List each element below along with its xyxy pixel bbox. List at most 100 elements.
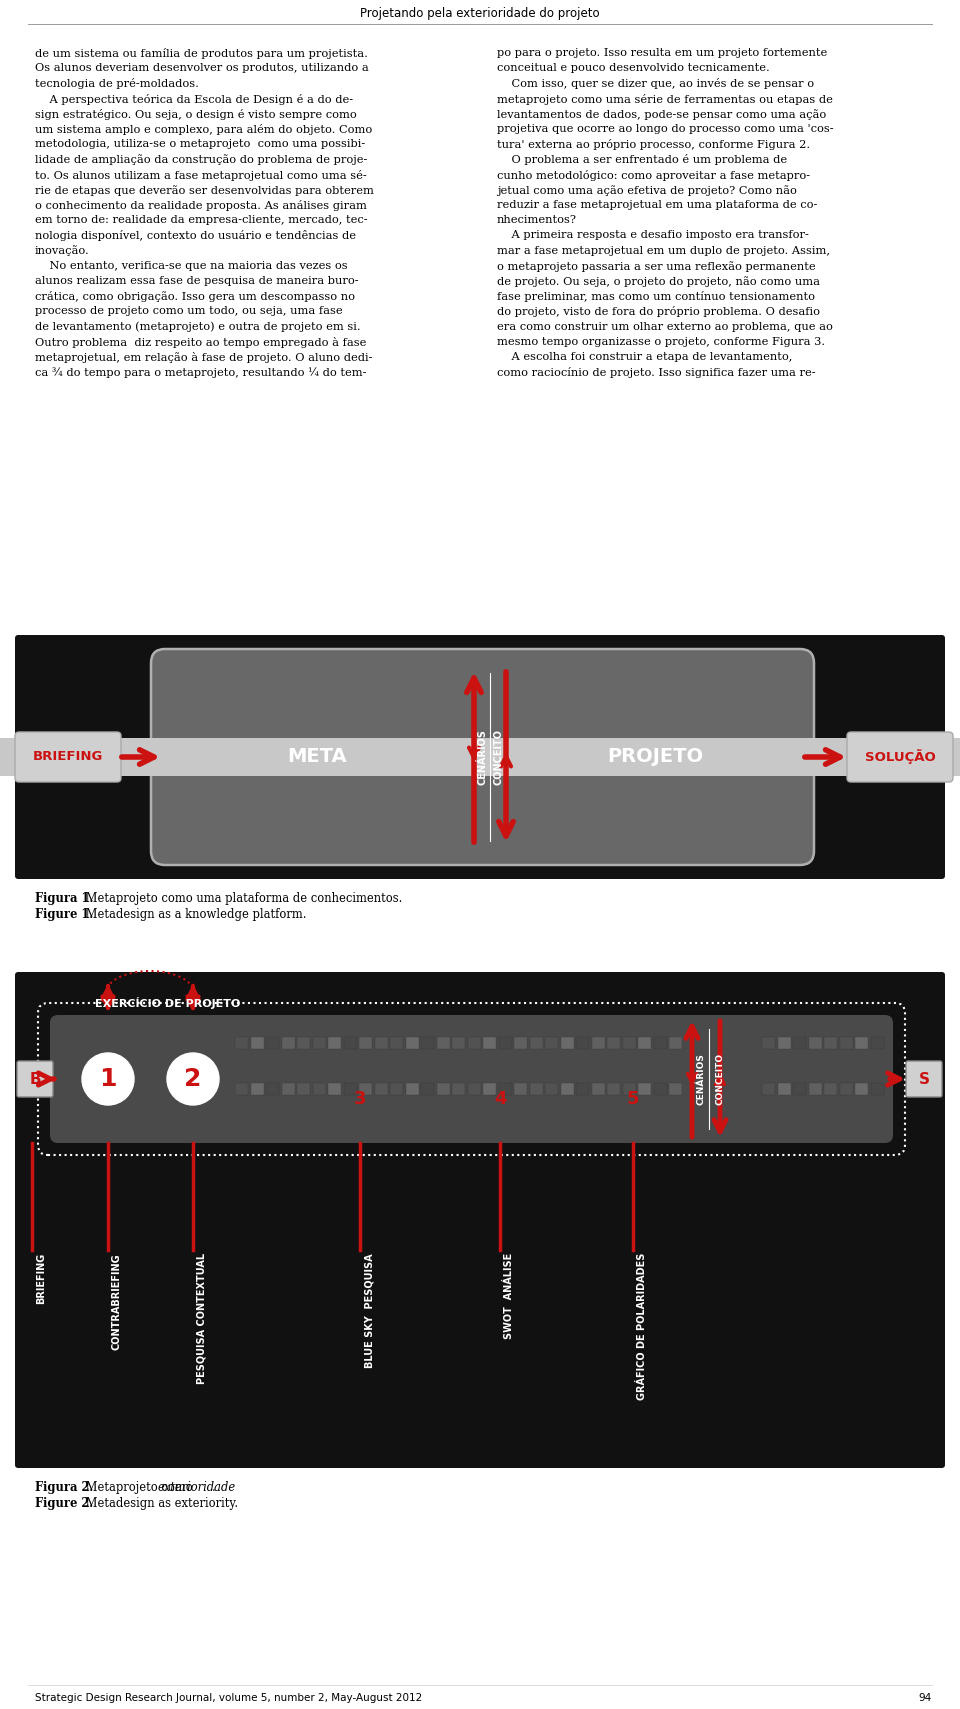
Bar	[654, 1037, 666, 1049]
Bar	[468, 1084, 481, 1095]
Bar	[778, 1037, 790, 1049]
Text: GRÁFICO DE POLARIDADES: GRÁFICO DE POLARIDADES	[637, 1253, 647, 1400]
Bar	[313, 1084, 325, 1095]
Bar	[374, 1037, 388, 1049]
Text: de um sistema ou família de produtos para um projetista.: de um sistema ou família de produtos par…	[35, 48, 368, 60]
Text: exterioridade: exterioridade	[158, 1482, 236, 1494]
Text: metodologia, utiliza-se o metaprojeto  como uma possibi-: metodologia, utiliza-se o metaprojeto co…	[35, 138, 365, 149]
Bar	[281, 1084, 295, 1095]
Text: Os alunos deveriam desenvolver os produtos, utilizando a: Os alunos deveriam desenvolver os produt…	[35, 63, 369, 73]
Text: processo de projeto como um todo, ou seja, uma fase: processo de projeto como um todo, ou sej…	[35, 306, 343, 316]
Bar	[530, 1037, 542, 1049]
Bar	[468, 1037, 481, 1049]
Bar	[824, 1084, 837, 1095]
Bar	[591, 1084, 605, 1095]
Text: levantamentos de dados, pode-se pensar como uma ação: levantamentos de dados, pode-se pensar c…	[497, 109, 827, 120]
Text: A perspectiva teórica da Escola de Design é a do de-: A perspectiva teórica da Escola de Desig…	[35, 94, 353, 104]
Text: fase preliminar, mas como um contínuo tensionamento: fase preliminar, mas como um contínuo te…	[497, 291, 815, 302]
Bar	[390, 1037, 403, 1049]
Bar	[638, 1084, 651, 1095]
Bar	[437, 1084, 449, 1095]
Bar	[591, 1037, 605, 1049]
Bar	[498, 1084, 512, 1095]
Text: como raciocínio de projeto. Isso significa fazer uma re-: como raciocínio de projeto. Isso signifi…	[497, 367, 816, 378]
Text: po para o projeto. Isso resulta em um projeto fortemente: po para o projeto. Isso resulta em um pr…	[497, 48, 828, 58]
FancyBboxPatch shape	[151, 649, 814, 865]
Text: reduzir a fase metaprojetual em uma plataforma de co-: reduzir a fase metaprojetual em uma plat…	[497, 200, 817, 210]
Bar	[251, 1037, 263, 1049]
Text: Metadesign as a knowledge platform.: Metadesign as a knowledge platform.	[82, 907, 306, 921]
Text: um sistema amplo e complexo, para além do objeto. Como: um sistema amplo e complexo, para além d…	[35, 125, 372, 135]
Text: Metaprojeto como uma plataforma de conhecimentos.: Metaprojeto como uma plataforma de conhe…	[82, 892, 402, 906]
Text: em torno de: realidade da empresa-cliente, mercado, tec-: em torno de: realidade da empresa-client…	[35, 215, 368, 226]
Bar	[762, 1037, 775, 1049]
Bar	[297, 1084, 310, 1095]
Text: mar a fase metaprojetual em um duplo de projeto. Assim,: mar a fase metaprojetual em um duplo de …	[497, 246, 830, 256]
Text: PESQUISA CONTEXTUAL: PESQUISA CONTEXTUAL	[197, 1253, 207, 1384]
Bar	[266, 1037, 279, 1049]
Text: BRIEFING: BRIEFING	[36, 1253, 46, 1304]
Text: CONCEITO: CONCEITO	[493, 730, 503, 784]
Text: sign estratégico. Ou seja, o design é visto sempre como: sign estratégico. Ou seja, o design é vi…	[35, 109, 357, 120]
Text: Figure 1.: Figure 1.	[35, 907, 93, 921]
Bar	[359, 1037, 372, 1049]
Bar	[344, 1084, 356, 1095]
Bar	[514, 1084, 527, 1095]
FancyBboxPatch shape	[15, 636, 945, 878]
Text: Metadesign as exteriority.: Metadesign as exteriority.	[82, 1497, 238, 1511]
Bar	[778, 1084, 790, 1095]
Text: 1: 1	[99, 1066, 117, 1090]
Text: .: .	[212, 1482, 216, 1494]
Bar	[839, 1084, 852, 1095]
Bar	[297, 1037, 310, 1049]
Bar	[530, 1084, 542, 1095]
Bar	[437, 1037, 449, 1049]
Text: inovação.: inovação.	[35, 246, 89, 256]
Bar	[808, 1037, 822, 1049]
Text: nologia disponível, contexto do usuário e tendências de: nologia disponível, contexto do usuário …	[35, 231, 356, 241]
Text: No entanto, verifica-se que na maioria das vezes os: No entanto, verifica-se que na maioria d…	[35, 261, 348, 270]
Text: EXERCÍCIO DE PROJETO: EXERCÍCIO DE PROJETO	[95, 996, 240, 1008]
Text: lidade de ampliação da construção do problema de proje-: lidade de ampliação da construção do pro…	[35, 154, 368, 166]
Text: projetiva que ocorre ao longo do processo como uma 'cos-: projetiva que ocorre ao longo do process…	[497, 125, 833, 133]
Text: ca ¾ do tempo para o metaprojeto, resultando ¼ do tem-: ca ¾ do tempo para o metaprojeto, result…	[35, 367, 367, 378]
Text: 3: 3	[353, 1090, 367, 1107]
Text: metaprojeto como uma série de ferramentas ou etapas de: metaprojeto como uma série de ferramenta…	[497, 94, 833, 104]
Bar	[669, 1084, 682, 1095]
Bar	[421, 1037, 434, 1049]
Circle shape	[82, 1053, 134, 1106]
Text: META: META	[288, 747, 348, 767]
Text: to. Os alunos utilizam a fase metaprojetual como uma sé-: to. Os alunos utilizam a fase metaprojet…	[35, 169, 367, 181]
Bar	[561, 1037, 573, 1049]
Bar	[251, 1084, 263, 1095]
Text: crática, como obrigação. Isso gera um descompasso no: crática, como obrigação. Isso gera um de…	[35, 291, 355, 302]
Circle shape	[167, 1053, 219, 1106]
Bar	[839, 1037, 852, 1049]
Bar	[0, 738, 960, 776]
FancyBboxPatch shape	[906, 1061, 942, 1097]
Bar	[483, 1084, 496, 1095]
Bar	[654, 1084, 666, 1095]
Bar	[498, 1037, 512, 1049]
Text: S: S	[919, 1072, 929, 1087]
Text: CENÁRIOS: CENÁRIOS	[478, 730, 488, 784]
Text: nhecimentos?: nhecimentos?	[497, 215, 577, 226]
Bar	[344, 1037, 356, 1049]
Bar	[374, 1084, 388, 1095]
Text: SWOT  ANÁLISE: SWOT ANÁLISE	[504, 1253, 514, 1340]
Bar	[359, 1084, 372, 1095]
Text: CONTRABRIEFING: CONTRABRIEFING	[112, 1253, 122, 1350]
Text: metaprojetual, em relação à fase de projeto. O aluno dedi-: metaprojetual, em relação à fase de proj…	[35, 352, 372, 362]
Text: CENÁRIOS: CENÁRIOS	[697, 1053, 706, 1106]
Text: O problema a ser enfrentado é um problema de: O problema a ser enfrentado é um problem…	[497, 154, 787, 166]
FancyBboxPatch shape	[17, 1061, 53, 1097]
Bar	[390, 1084, 403, 1095]
Text: PROJETO: PROJETO	[607, 747, 703, 767]
Bar	[452, 1037, 465, 1049]
Text: B: B	[29, 1072, 41, 1087]
Text: Strategic Design Research Journal, volume 5, number 2, May-August 2012: Strategic Design Research Journal, volum…	[35, 1694, 422, 1702]
Bar	[638, 1037, 651, 1049]
Bar	[328, 1037, 341, 1049]
Text: Metaprojeto como: Metaprojeto como	[82, 1482, 197, 1494]
Text: 4: 4	[493, 1090, 506, 1107]
